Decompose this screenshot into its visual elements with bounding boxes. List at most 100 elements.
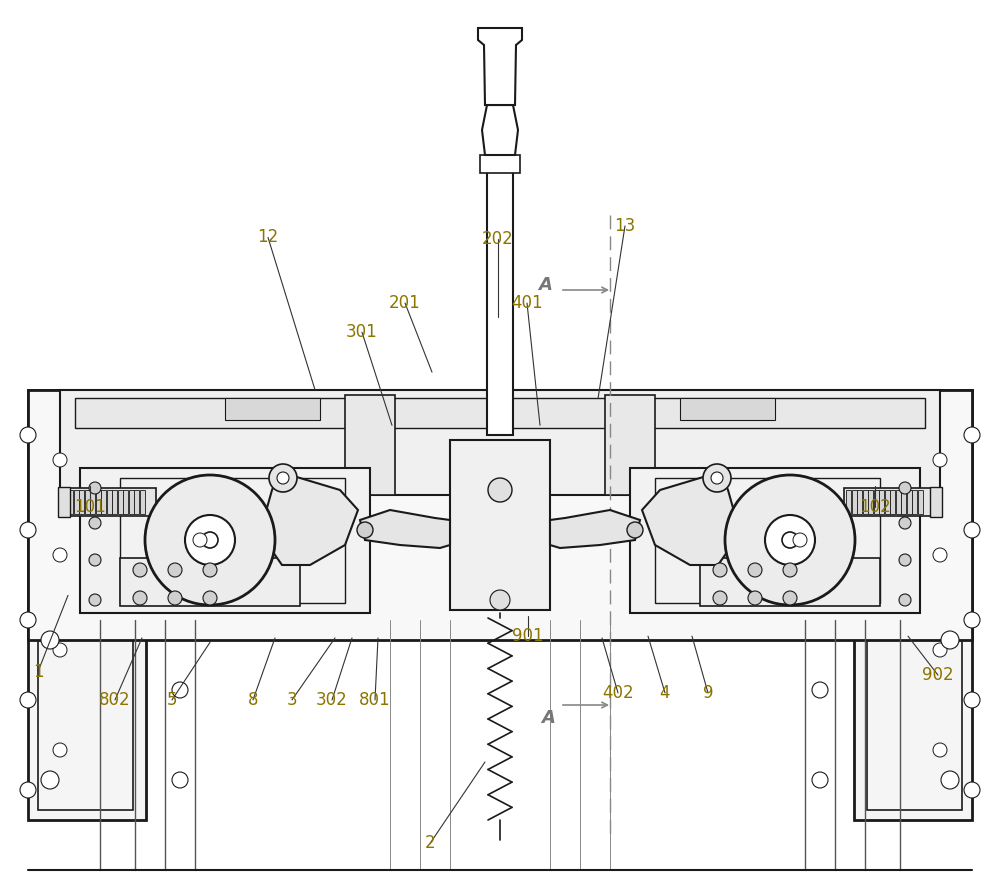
Circle shape	[812, 772, 828, 788]
Bar	[906, 490, 912, 514]
Bar	[128, 490, 134, 514]
Text: 901: 901	[512, 627, 544, 645]
Bar	[874, 490, 879, 514]
Circle shape	[703, 464, 731, 492]
Polygon shape	[550, 510, 640, 548]
Bar	[630, 468, 920, 613]
Circle shape	[89, 517, 101, 529]
Circle shape	[964, 612, 980, 628]
Text: 302: 302	[316, 691, 348, 709]
Bar	[60, 390, 940, 495]
Bar	[74, 490, 78, 514]
Bar	[918, 490, 922, 514]
Text: 402: 402	[602, 684, 634, 702]
Bar	[450, 440, 550, 610]
Polygon shape	[478, 28, 522, 105]
Circle shape	[964, 522, 980, 538]
Circle shape	[172, 682, 188, 698]
Circle shape	[627, 522, 643, 538]
Circle shape	[20, 427, 36, 443]
Bar	[345, 395, 395, 495]
Circle shape	[20, 522, 36, 538]
Bar	[700, 558, 880, 606]
Circle shape	[145, 475, 275, 605]
Bar	[912, 490, 917, 514]
Bar	[134, 490, 139, 514]
Bar	[140, 490, 144, 514]
Bar	[28, 390, 972, 640]
Text: 5: 5	[167, 691, 177, 709]
Text: 9: 9	[703, 684, 713, 702]
Circle shape	[933, 643, 947, 657]
Text: 801: 801	[359, 691, 391, 709]
Bar	[862, 490, 868, 514]
Circle shape	[711, 472, 723, 484]
Polygon shape	[482, 105, 518, 155]
Bar	[66, 488, 156, 516]
Bar	[852, 490, 856, 514]
Bar	[854, 390, 972, 820]
Polygon shape	[642, 472, 735, 565]
Circle shape	[899, 554, 911, 566]
Circle shape	[490, 590, 510, 610]
Circle shape	[964, 427, 980, 443]
Bar	[28, 390, 146, 820]
Circle shape	[933, 453, 947, 467]
Circle shape	[748, 591, 762, 605]
Bar	[112, 490, 117, 514]
Circle shape	[277, 472, 289, 484]
Circle shape	[202, 532, 218, 548]
Circle shape	[172, 772, 188, 788]
Bar	[84, 490, 90, 514]
Bar	[867, 400, 962, 810]
Circle shape	[899, 482, 911, 494]
Circle shape	[793, 533, 807, 547]
Circle shape	[964, 782, 980, 798]
Circle shape	[725, 475, 855, 605]
Bar	[868, 490, 873, 514]
Bar	[655, 478, 880, 603]
Bar	[844, 488, 934, 516]
Circle shape	[53, 548, 67, 562]
Text: 1: 1	[33, 663, 43, 680]
Circle shape	[89, 594, 101, 606]
Circle shape	[53, 453, 67, 467]
Bar	[487, 165, 513, 435]
Bar	[123, 490, 128, 514]
Polygon shape	[360, 510, 450, 548]
Bar	[680, 398, 775, 420]
Circle shape	[20, 612, 36, 628]
Text: 201: 201	[389, 294, 421, 312]
Bar	[120, 478, 345, 603]
Circle shape	[488, 478, 512, 502]
Circle shape	[20, 782, 36, 798]
Bar	[896, 490, 900, 514]
Bar	[79, 490, 84, 514]
Bar	[901, 490, 906, 514]
Bar	[118, 490, 122, 514]
Text: 2: 2	[425, 835, 435, 852]
Bar	[68, 490, 73, 514]
Circle shape	[357, 522, 373, 538]
Bar	[58, 487, 70, 517]
Circle shape	[713, 591, 727, 605]
Text: 8: 8	[248, 691, 258, 709]
Bar	[106, 490, 112, 514]
Circle shape	[133, 563, 147, 577]
Bar	[90, 490, 95, 514]
Text: 301: 301	[346, 323, 378, 341]
Circle shape	[41, 631, 59, 649]
Circle shape	[53, 743, 67, 757]
Circle shape	[185, 515, 235, 565]
Circle shape	[899, 517, 911, 529]
Text: A: A	[541, 709, 555, 727]
Circle shape	[713, 563, 727, 577]
Circle shape	[941, 631, 959, 649]
Circle shape	[89, 482, 101, 494]
Bar	[480, 155, 520, 173]
Circle shape	[193, 533, 207, 547]
Bar	[80, 468, 370, 613]
Bar	[38, 400, 133, 810]
Bar	[930, 487, 942, 517]
Circle shape	[941, 771, 959, 789]
